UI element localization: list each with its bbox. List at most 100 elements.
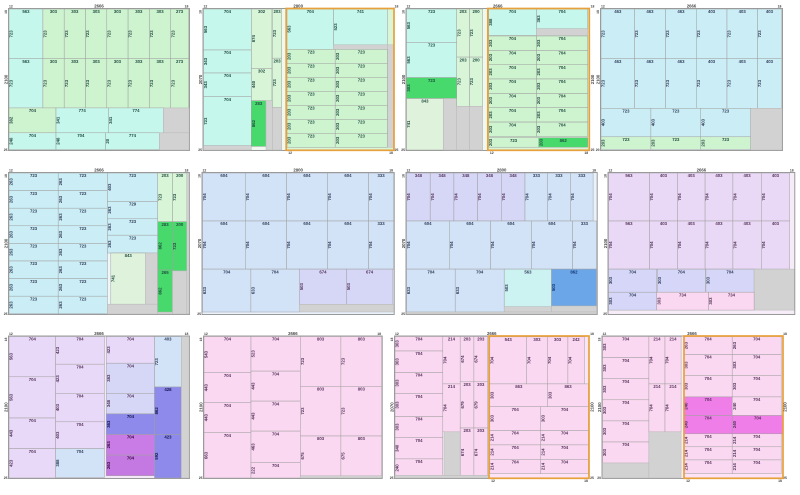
svg-text:348: 348 <box>510 173 518 178</box>
svg-text:203: 203 <box>601 139 606 147</box>
svg-text:723: 723 <box>129 235 137 240</box>
svg-text:343: 343 <box>203 81 208 89</box>
svg-text:704: 704 <box>223 269 231 274</box>
svg-text:704: 704 <box>202 193 207 201</box>
svg-text:723: 723 <box>665 30 670 38</box>
svg-text:2666: 2666 <box>697 167 707 172</box>
svg-text:723: 723 <box>665 79 670 87</box>
svg-text:563: 563 <box>625 173 633 178</box>
svg-text:12: 12 <box>203 168 207 172</box>
svg-text:263: 263 <box>58 213 63 221</box>
svg-text:803: 803 <box>358 337 366 342</box>
svg-text:18: 18 <box>584 479 588 483</box>
svg-text:704: 704 <box>677 193 682 201</box>
svg-text:723: 723 <box>106 30 111 38</box>
svg-text:203: 203 <box>162 173 170 178</box>
svg-text:723: 723 <box>64 79 69 87</box>
svg-text:723: 723 <box>308 64 316 69</box>
svg-text:443: 443 <box>204 414 209 422</box>
svg-text:18: 18 <box>395 4 399 8</box>
svg-text:704: 704 <box>649 241 654 249</box>
svg-text:862: 862 <box>570 269 578 274</box>
svg-text:263: 263 <box>58 195 63 203</box>
svg-text:803: 803 <box>317 337 325 342</box>
svg-text:723: 723 <box>154 358 159 366</box>
svg-text:604: 604 <box>220 221 228 226</box>
svg-text:704: 704 <box>224 403 232 408</box>
svg-text:704: 704 <box>608 193 613 201</box>
svg-text:704: 704 <box>224 97 232 102</box>
svg-text:704: 704 <box>754 416 762 421</box>
svg-text:363: 363 <box>106 420 111 428</box>
svg-text:263: 263 <box>107 206 112 214</box>
svg-text:704: 704 <box>29 449 37 454</box>
svg-text:723: 723 <box>157 193 162 201</box>
svg-text:723: 723 <box>85 79 90 87</box>
svg-text:263: 263 <box>107 240 112 248</box>
svg-text:12: 12 <box>9 4 13 8</box>
svg-text:343: 343 <box>203 57 208 65</box>
svg-text:203: 203 <box>287 80 292 88</box>
svg-text:263: 263 <box>684 341 689 349</box>
svg-text:723: 723 <box>79 244 87 249</box>
svg-text:723: 723 <box>129 173 137 178</box>
svg-text:704: 704 <box>327 193 332 201</box>
svg-text:263: 263 <box>9 213 14 221</box>
svg-text:675: 675 <box>300 452 305 460</box>
svg-text:604: 604 <box>303 221 311 226</box>
svg-text:704: 704 <box>224 373 232 378</box>
svg-text:704: 704 <box>561 407 569 412</box>
svg-text:704: 704 <box>561 445 569 450</box>
svg-text:203: 203 <box>488 68 493 76</box>
svg-text:12: 12 <box>204 332 208 336</box>
svg-text:263: 263 <box>58 248 63 256</box>
svg-text:723: 723 <box>172 193 177 201</box>
svg-text:214: 214 <box>669 384 677 389</box>
svg-text:604: 604 <box>303 173 311 178</box>
svg-text:704: 704 <box>705 397 713 402</box>
svg-text:704: 704 <box>127 363 135 368</box>
svg-text:283: 283 <box>162 222 170 227</box>
svg-text:403: 403 <box>601 118 606 126</box>
svg-text:723: 723 <box>170 79 175 87</box>
svg-text:203: 203 <box>287 122 292 130</box>
svg-text:723: 723 <box>30 226 38 231</box>
svg-text:240: 240 <box>732 402 737 410</box>
svg-text:723: 723 <box>428 78 436 83</box>
svg-text:303: 303 <box>71 59 79 64</box>
svg-text:214: 214 <box>669 337 677 342</box>
svg-text:403: 403 <box>715 221 723 226</box>
svg-text:2100: 2100 <box>595 74 600 84</box>
svg-text:25: 25 <box>4 476 8 480</box>
svg-text:423: 423 <box>55 346 60 354</box>
svg-text:273: 273 <box>176 59 184 64</box>
svg-text:463: 463 <box>646 9 654 14</box>
svg-text:18: 18 <box>778 479 782 483</box>
svg-text:704: 704 <box>526 356 531 364</box>
svg-text:203: 203 <box>464 428 472 433</box>
svg-text:214: 214 <box>489 448 494 456</box>
svg-text:2100: 2100 <box>3 402 8 412</box>
svg-text:723: 723 <box>308 106 316 111</box>
svg-text:203: 203 <box>460 9 468 14</box>
svg-text:604: 604 <box>507 221 515 226</box>
svg-text:704: 704 <box>29 377 37 382</box>
svg-text:214: 214 <box>540 448 545 456</box>
svg-text:704: 704 <box>454 193 459 201</box>
svg-text:18: 18 <box>778 4 782 8</box>
svg-text:862: 862 <box>251 119 256 127</box>
svg-text:704: 704 <box>286 193 291 201</box>
svg-text:704: 704 <box>705 460 713 465</box>
svg-text:704: 704 <box>559 51 567 56</box>
svg-text:633: 633 <box>455 286 460 294</box>
svg-text:543: 543 <box>204 350 209 358</box>
svg-text:20: 20 <box>596 148 600 152</box>
svg-text:503: 503 <box>299 283 304 291</box>
svg-text:723: 723 <box>308 120 316 125</box>
svg-text:734: 734 <box>679 292 687 297</box>
svg-text:704: 704 <box>705 193 710 201</box>
svg-text:704: 704 <box>501 193 506 201</box>
svg-text:12: 12 <box>603 332 607 336</box>
svg-text:200: 200 <box>473 9 481 14</box>
svg-text:18: 18 <box>790 168 794 172</box>
